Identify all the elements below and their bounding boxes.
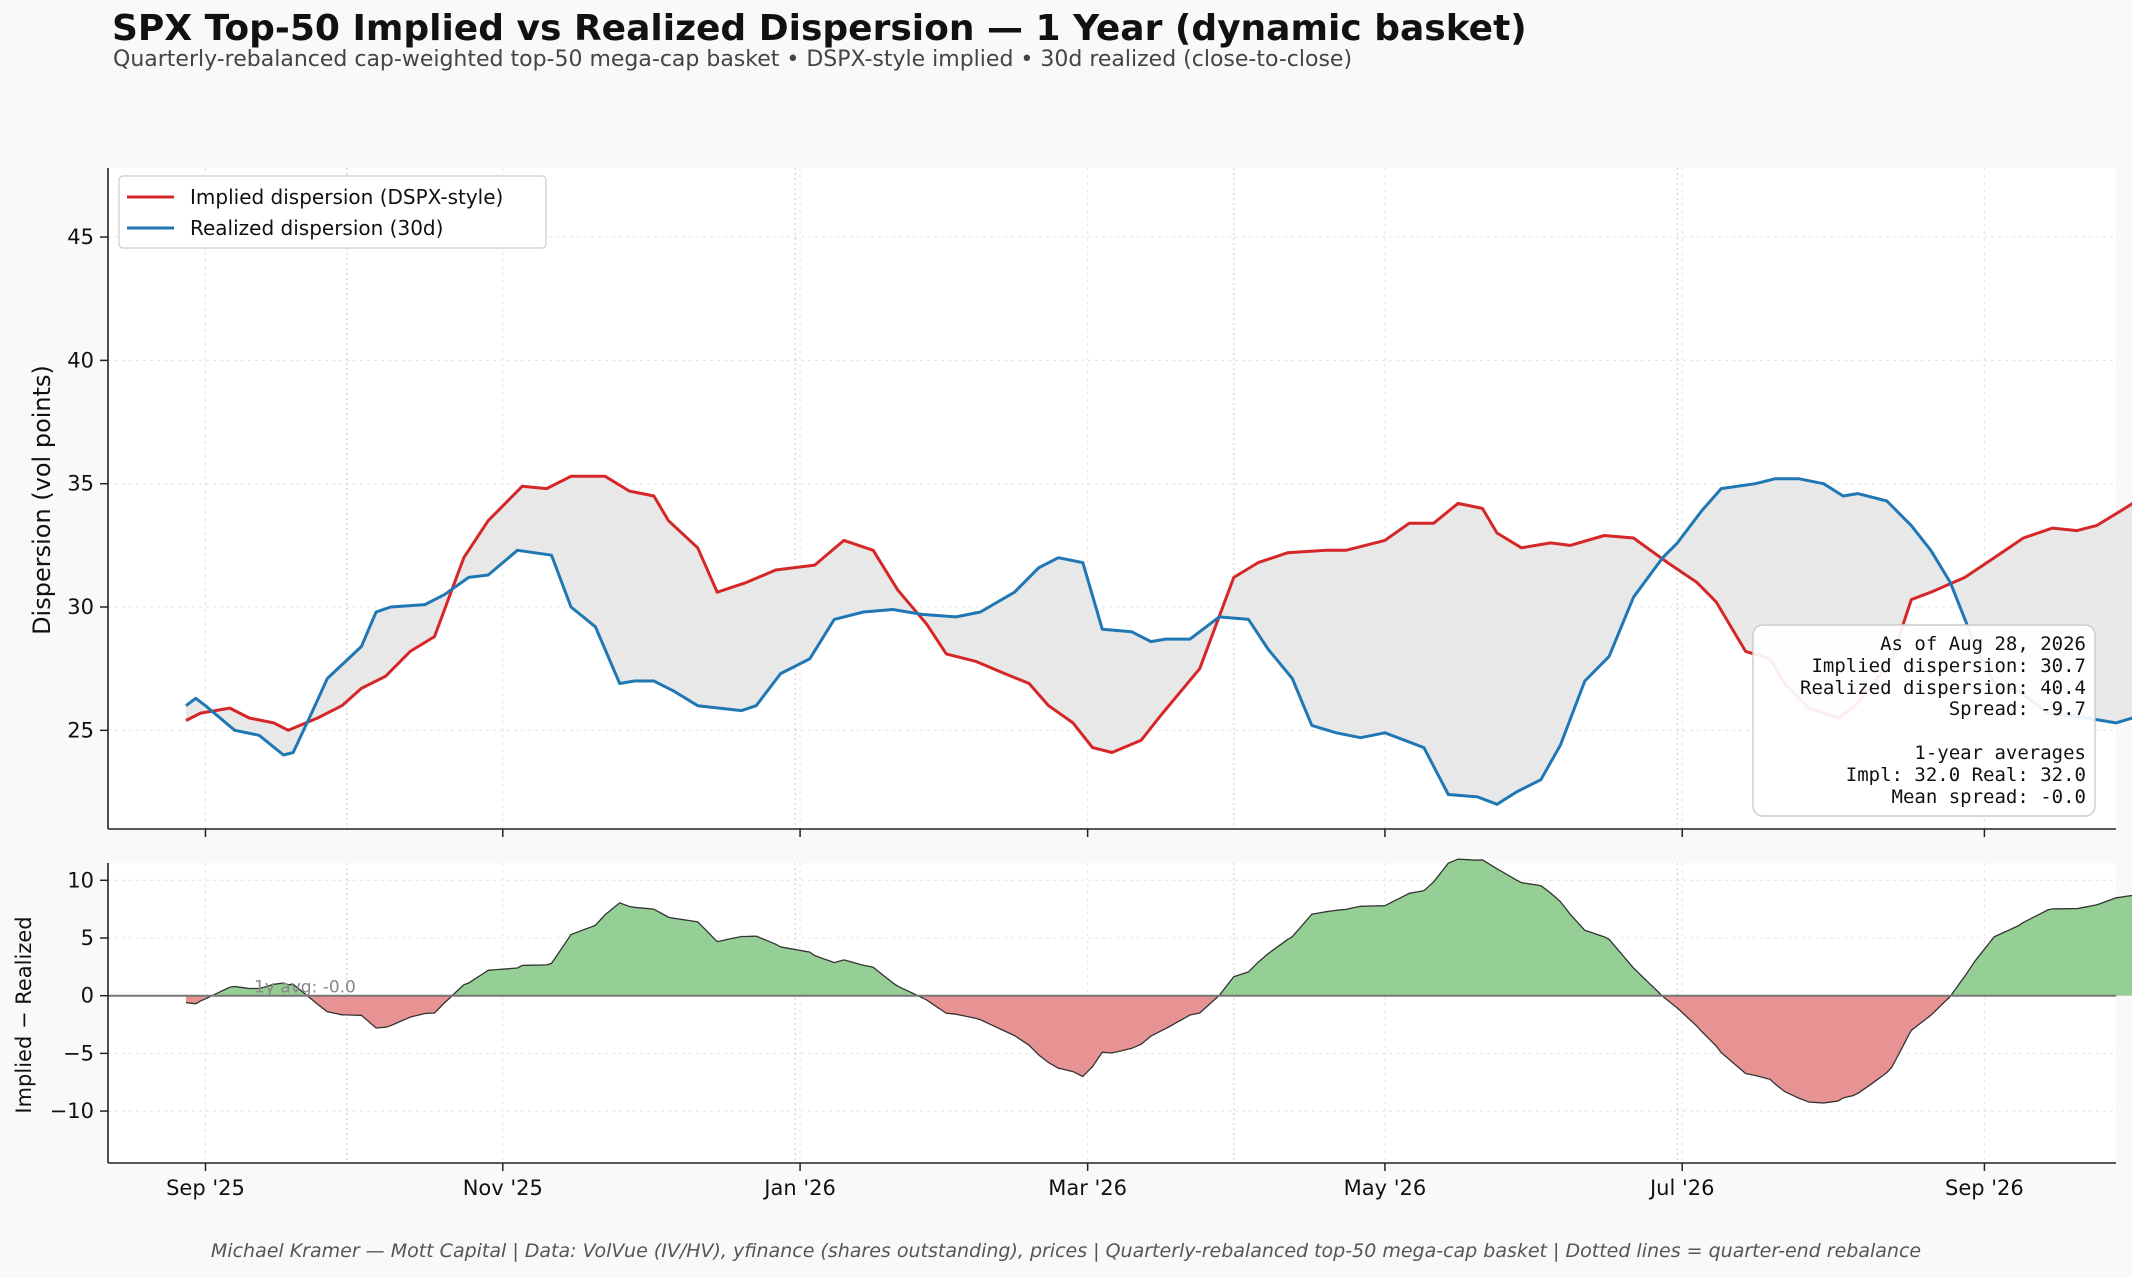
stats-line-implied: Implied dispersion: 30.7 — [1811, 655, 2086, 677]
stats-line-as-of: As of Aug 28, 2026 — [1880, 633, 2086, 655]
legend-implied-label: Implied dispersion (DSPX-style) — [190, 185, 503, 209]
bottom-y-tick-label-4: −10 — [50, 1099, 94, 1123]
bottom-panel: 1y avg: -0.0 10 5 0 −5 −10 Sep '25 Nov '25 Jan… — [12, 858, 2132, 1200]
x-tick-label-1: Nov '25 — [463, 1176, 543, 1200]
bottom-y-tick-label-0: 10 — [67, 868, 94, 892]
stats-line-averages-heading: 1-year averages — [1914, 742, 2086, 764]
x-tick-label-2: Jan '26 — [762, 1176, 836, 1200]
top-y-ticks: 25 30 35 40 45 — [67, 225, 108, 742]
top-y-tick-label-0: 25 — [67, 718, 94, 742]
x-tick-label-3: Mar '26 — [1048, 1176, 1127, 1200]
negative-spread-fill — [186, 995, 2132, 1103]
bottom-y-tick-label-2: 0 — [81, 984, 94, 1008]
spread-negative-area — [186, 995, 2132, 1103]
stats-line-averages: Impl: 32.0 Real: 32.0 — [1846, 764, 2086, 786]
top-y-tick-label-1: 30 — [67, 595, 94, 619]
bottom-y-ticks: 10 5 0 −5 −10 — [50, 868, 108, 1123]
realized-dispersion-line — [185, 477, 2132, 806]
bottom-y-tick-label-3: −5 — [63, 1041, 94, 1065]
bottom-x-ticks: Sep '25 Nov '25 Jan '26 Mar '26 May '26 Jul '… — [166, 1163, 2024, 1200]
top-y-tick-label-3: 40 — [67, 348, 94, 372]
bottom-y-axis-label: Implied − Realized — [12, 916, 36, 1113]
x-tick-label-6: Sep '26 — [1945, 1176, 2024, 1200]
chart-subtitle: Quarterly-rebalanced cap-weighted top-50… — [113, 47, 1353, 72]
x-tick-label-4: May '26 — [1344, 1176, 1427, 1200]
average-spread-label: 1y avg: -0.0 — [254, 978, 356, 998]
bottom-y-tick-label-1: 5 — [81, 926, 94, 950]
top-y-axis-label: Dispersion (vol points) — [28, 365, 56, 635]
top-panel: 25 30 35 40 45 Dispersion (vol points) Impli… — [28, 168, 2132, 837]
top-x-ticks — [204, 829, 1986, 837]
footer-note: Michael Kramer — Mott Capital | Data: Vo… — [210, 1240, 1922, 1262]
top-rebalance-lines — [346, 168, 1678, 829]
spread-line — [185, 858, 2132, 1104]
chart-title: SPX Top-50 Implied vs Realized Dispersio… — [112, 8, 1527, 49]
stats-line-spread: Spread: -9.7 — [1949, 698, 2086, 720]
stats-line-realized: Realized dispersion: 40.4 — [1800, 677, 2086, 699]
legend: Implied dispersion (DSPX-style) Realized… — [118, 175, 547, 249]
positive-spread-fill — [186, 859, 2132, 996]
stats-line-mean-spread: Mean spread: -0.0 — [1892, 786, 2086, 808]
stats-box-frame — [1752, 624, 2096, 817]
top-y-tick-label-4: 45 — [67, 225, 94, 249]
stats-annotation-box: As of Aug 28, 2026 Implied dispersion: 3… — [1752, 624, 2096, 817]
spread-positive-area — [186, 859, 2132, 996]
legend-realized-label: Realized dispersion (30d) — [190, 216, 443, 240]
top-y-tick-label-2: 35 — [67, 472, 94, 496]
legend-box — [118, 175, 547, 249]
x-tick-label-0: Sep '25 — [166, 1176, 245, 1200]
x-tick-label-5: Jul '26 — [1648, 1176, 1715, 1200]
